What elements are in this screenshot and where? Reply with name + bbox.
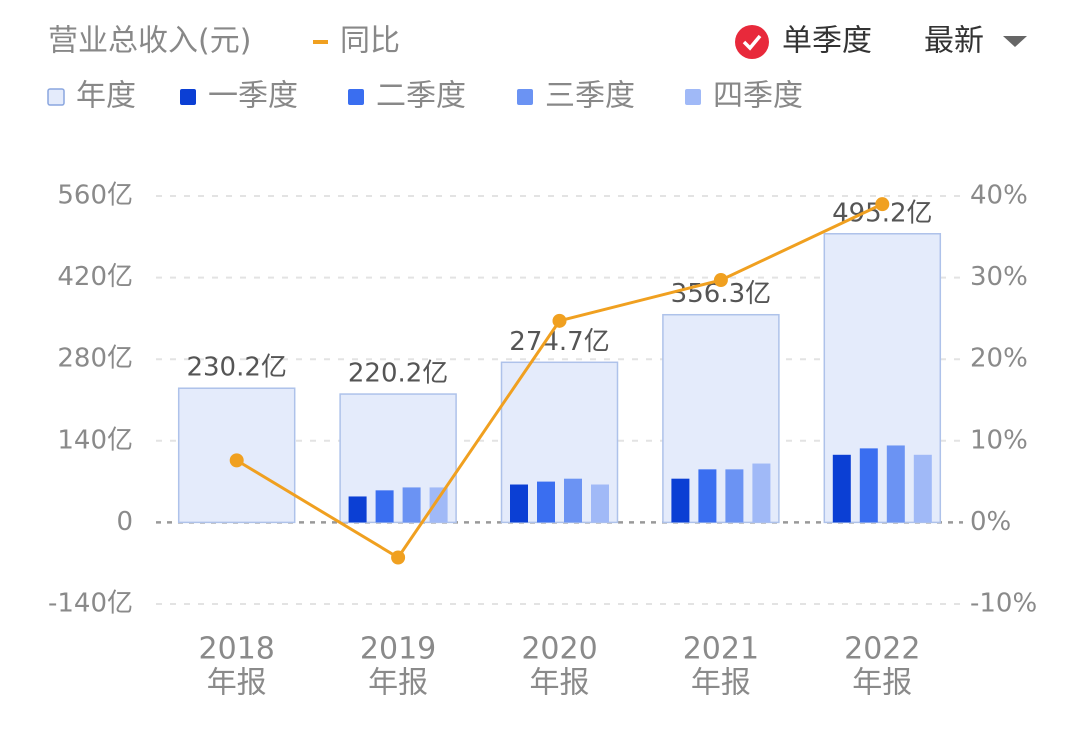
legend-label[interactable]: 三季度 (545, 79, 635, 114)
dropdown-arrow[interactable] (1003, 36, 1027, 47)
x-tick-label: 年报 (207, 666, 267, 701)
x-tick-label: 2018 (199, 632, 275, 667)
point (391, 550, 406, 565)
quarter-bar (402, 487, 421, 523)
x-tick-label: 年报 (852, 666, 912, 701)
quarter-bar (832, 454, 851, 523)
y2-tick-label: 10% (970, 425, 1028, 455)
quarter-bar (537, 481, 555, 523)
legend-label[interactable]: 同比 (340, 24, 400, 59)
legend-swatch (47, 88, 65, 106)
legend-swatch (348, 89, 364, 105)
point (713, 273, 728, 288)
quarter-bar (591, 484, 609, 523)
quarter-bar (375, 490, 394, 523)
quarter-bar (348, 496, 367, 523)
quarter-bar (671, 478, 690, 523)
quarter-bar (564, 478, 582, 523)
checkbox[interactable] (735, 25, 769, 59)
chart-title: 营业总收入(元) (48, 24, 251, 59)
quarter-bar (886, 445, 905, 523)
quarter-bar (429, 487, 448, 523)
y-tick-label: -140亿 (48, 589, 133, 619)
y-tick-label: 140亿 (57, 425, 133, 455)
x-tick-label: 2022 (844, 632, 920, 667)
y-tick-label: 280亿 (57, 344, 133, 374)
quarter-bar (752, 463, 771, 523)
legend-swatch (517, 89, 533, 105)
point (552, 313, 567, 328)
legend-label[interactable]: 年度 (76, 79, 136, 114)
quarter-bar (913, 454, 932, 523)
value-label: 220.2亿 (348, 359, 448, 389)
value-label: 230.2亿 (186, 353, 286, 383)
x-tick-label: 2019 (360, 632, 436, 667)
point (875, 197, 890, 212)
x-tick-label: 年报 (530, 666, 590, 701)
quarter-bar (859, 448, 878, 523)
point (229, 453, 244, 468)
legend-label[interactable]: 一季度 (208, 79, 298, 114)
y2-tick-label: 30% (970, 262, 1028, 292)
dropdown-label[interactable]: 最新 (924, 24, 984, 59)
y2-tick-label: -10% (970, 589, 1037, 619)
y-tick-label: 420亿 (57, 262, 133, 292)
quarter-bar (510, 484, 528, 523)
quarter-bar (725, 469, 744, 523)
legend-swatch (685, 89, 701, 105)
y-tick-label: 0 (116, 507, 133, 537)
value-label: 274.7亿 (509, 327, 609, 357)
y-tick-label: 560亿 (57, 181, 133, 211)
y2-tick-label: 40% (970, 181, 1028, 211)
y2-tick-label: 0% (970, 507, 1011, 537)
x-tick-label: 2020 (521, 632, 597, 667)
toggle-label[interactable]: 单季度 (782, 24, 872, 59)
check-icon (742, 34, 762, 51)
legend-swatch (180, 89, 196, 105)
x-tick-label: 年报 (368, 666, 428, 701)
x-tick-label: 2021 (683, 632, 759, 667)
y2-tick-label: 20% (970, 344, 1028, 374)
x-tick-label: 年报 (691, 666, 751, 701)
legend-label[interactable]: 四季度 (713, 79, 803, 114)
quarter-bar (698, 469, 717, 523)
legend-label[interactable]: 二季度 (376, 79, 466, 114)
